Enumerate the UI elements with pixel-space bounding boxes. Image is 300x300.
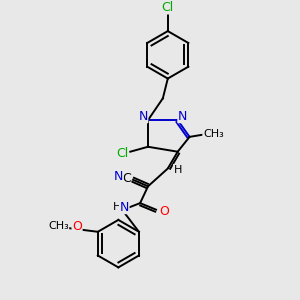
Text: CH₃: CH₃: [48, 221, 69, 231]
Text: H: H: [113, 202, 122, 212]
Text: N: N: [178, 110, 187, 123]
Text: H: H: [173, 164, 182, 175]
Text: N: N: [114, 170, 123, 183]
Text: O: O: [159, 205, 169, 218]
Text: Cl: Cl: [116, 147, 128, 160]
Text: C: C: [122, 172, 130, 185]
Text: N: N: [120, 201, 129, 214]
Text: N: N: [138, 110, 148, 123]
Text: CH₃: CH₃: [203, 129, 224, 139]
Text: Cl: Cl: [162, 1, 174, 14]
Text: O: O: [72, 220, 82, 233]
